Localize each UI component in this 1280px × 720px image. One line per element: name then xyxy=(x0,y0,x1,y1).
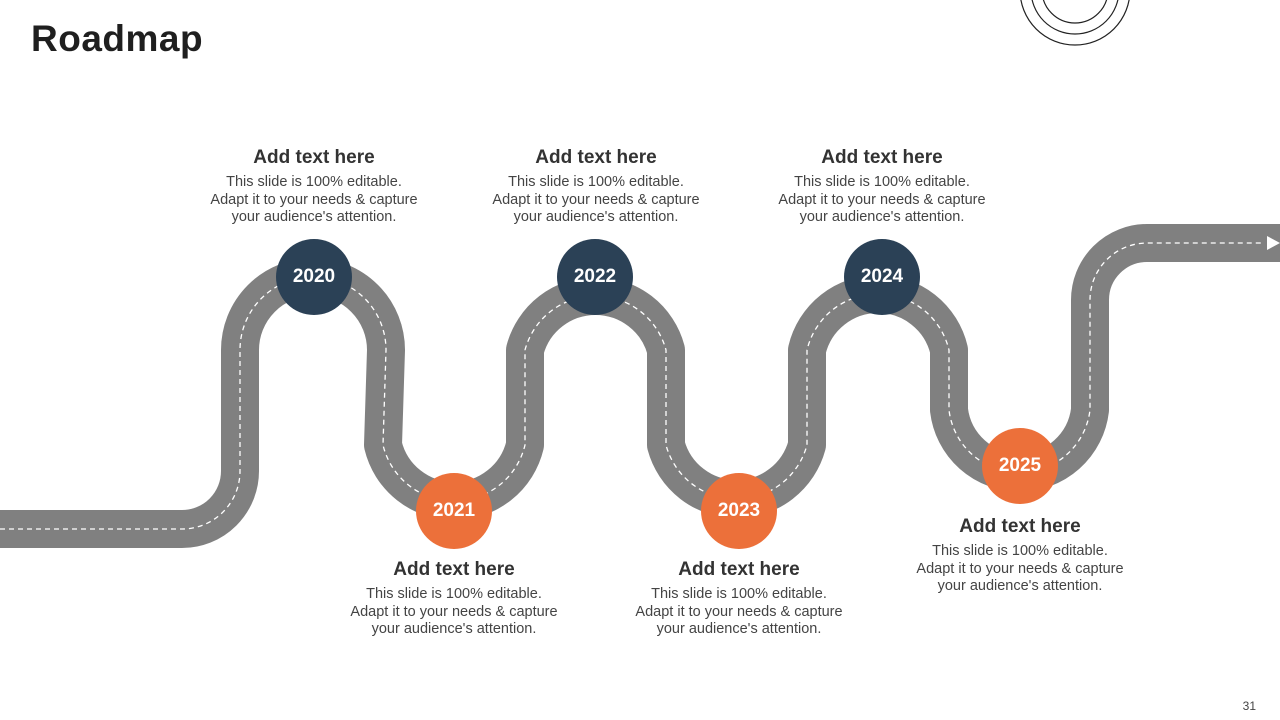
milestone-2020: 2020 xyxy=(276,239,352,315)
road-surface xyxy=(0,224,1280,548)
text-block-2020: Add text here This slide is 100% editabl… xyxy=(184,147,444,227)
text-heading: Add text here xyxy=(253,147,375,168)
page-number: 31 xyxy=(1242,699,1256,713)
milestone-2022: 2022 xyxy=(557,239,633,315)
page-title: Roadmap xyxy=(31,18,204,59)
text-block-2022: Add text here This slide is 100% editabl… xyxy=(466,147,726,227)
text-body: This slide is 100% editable. Adapt it to… xyxy=(350,586,558,637)
text-block-2024: Add text here This slide is 100% editabl… xyxy=(752,147,1012,227)
text-body: This slide is 100% editable. Adapt it to… xyxy=(635,586,843,637)
road-arrow-icon xyxy=(1267,236,1280,250)
milestone-2023: 2023 xyxy=(701,473,777,549)
milestone-2025: 2025 xyxy=(982,428,1058,504)
text-body: This slide is 100% editable. Adapt it to… xyxy=(492,174,700,225)
text-heading: Add text here xyxy=(959,516,1081,537)
text-block-2023: Add text here This slide is 100% editabl… xyxy=(609,559,869,639)
text-body: This slide is 100% editable. Adapt it to… xyxy=(778,174,986,225)
text-body: This slide is 100% editable. Adapt it to… xyxy=(210,174,418,225)
text-heading: Add text here xyxy=(393,559,515,580)
milestone-2021: 2021 xyxy=(416,473,492,549)
text-block-2025: Add text here This slide is 100% editabl… xyxy=(890,516,1150,596)
concentric-rings-decoration xyxy=(1020,0,1130,46)
text-body: This slide is 100% editable. Adapt it to… xyxy=(916,543,1124,594)
text-block-2021: Add text here This slide is 100% editabl… xyxy=(324,559,584,639)
road-lane-line xyxy=(0,242,1264,530)
text-heading: Add text here xyxy=(678,559,800,580)
text-heading: Add text here xyxy=(535,147,657,168)
milestone-2024: 2024 xyxy=(844,239,920,315)
text-heading: Add text here xyxy=(821,147,943,168)
